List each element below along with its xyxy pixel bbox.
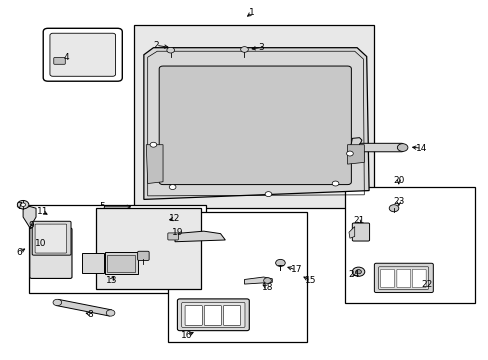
Text: 4: 4: [63, 53, 69, 62]
Text: 24: 24: [347, 270, 359, 279]
FancyBboxPatch shape: [184, 306, 202, 325]
Circle shape: [20, 203, 25, 207]
FancyBboxPatch shape: [43, 28, 122, 81]
FancyBboxPatch shape: [374, 263, 432, 293]
FancyBboxPatch shape: [411, 269, 425, 288]
FancyBboxPatch shape: [167, 233, 178, 240]
FancyBboxPatch shape: [104, 252, 137, 274]
FancyBboxPatch shape: [50, 33, 115, 76]
Text: 10: 10: [35, 239, 46, 248]
Polygon shape: [175, 231, 225, 242]
Text: 1: 1: [249, 8, 255, 17]
Text: 13: 13: [105, 276, 117, 285]
Polygon shape: [348, 226, 354, 238]
FancyBboxPatch shape: [380, 269, 394, 288]
Text: 6: 6: [17, 248, 22, 257]
Circle shape: [263, 278, 271, 283]
FancyBboxPatch shape: [107, 256, 135, 272]
Text: 11: 11: [37, 207, 48, 216]
Polygon shape: [143, 48, 368, 199]
Text: 16: 16: [181, 331, 192, 340]
Circle shape: [264, 192, 271, 197]
Bar: [345, 187, 473, 303]
Text: 8: 8: [87, 310, 93, 319]
Text: 15: 15: [304, 276, 316, 285]
Text: 12: 12: [168, 214, 180, 223]
Bar: [96, 208, 201, 289]
FancyBboxPatch shape: [204, 306, 221, 325]
FancyBboxPatch shape: [54, 58, 65, 64]
Circle shape: [346, 151, 352, 156]
Text: 14: 14: [415, 144, 427, 153]
FancyBboxPatch shape: [137, 251, 149, 260]
Text: 20: 20: [392, 176, 404, 185]
Text: 5: 5: [99, 202, 104, 211]
FancyBboxPatch shape: [378, 267, 427, 289]
Circle shape: [355, 270, 361, 274]
FancyBboxPatch shape: [81, 253, 103, 273]
Bar: [167, 212, 306, 342]
Polygon shape: [41, 225, 57, 230]
Circle shape: [150, 142, 157, 147]
Text: 9: 9: [28, 221, 34, 230]
FancyBboxPatch shape: [396, 269, 410, 288]
Polygon shape: [23, 207, 36, 228]
FancyBboxPatch shape: [30, 228, 72, 278]
Circle shape: [106, 310, 115, 316]
Circle shape: [17, 201, 29, 209]
Text: 3: 3: [258, 43, 264, 52]
Text: 23: 23: [392, 197, 404, 206]
Circle shape: [52, 238, 59, 243]
Text: 17: 17: [290, 265, 302, 274]
Circle shape: [240, 47, 248, 52]
Bar: [134, 25, 373, 208]
Circle shape: [331, 181, 338, 186]
Polygon shape: [146, 145, 163, 184]
Circle shape: [169, 185, 176, 189]
FancyBboxPatch shape: [182, 302, 244, 328]
Text: 19: 19: [171, 229, 183, 238]
FancyBboxPatch shape: [159, 66, 351, 185]
Text: 2: 2: [153, 41, 158, 50]
Text: 18: 18: [261, 283, 273, 292]
Circle shape: [388, 205, 398, 212]
FancyBboxPatch shape: [177, 299, 249, 330]
Polygon shape: [347, 138, 361, 153]
Bar: [29, 205, 206, 293]
Circle shape: [397, 144, 407, 152]
Polygon shape: [347, 145, 364, 164]
Circle shape: [275, 259, 285, 266]
Circle shape: [166, 48, 174, 53]
FancyBboxPatch shape: [223, 306, 240, 325]
Text: 21: 21: [352, 216, 364, 225]
FancyBboxPatch shape: [359, 143, 402, 152]
Circle shape: [351, 267, 364, 276]
Text: 22: 22: [420, 280, 431, 289]
FancyBboxPatch shape: [32, 221, 71, 255]
Polygon shape: [244, 277, 272, 284]
Circle shape: [53, 299, 61, 306]
Text: 7: 7: [17, 202, 22, 211]
FancyBboxPatch shape: [35, 224, 66, 253]
Polygon shape: [56, 300, 111, 316]
FancyBboxPatch shape: [351, 223, 369, 241]
